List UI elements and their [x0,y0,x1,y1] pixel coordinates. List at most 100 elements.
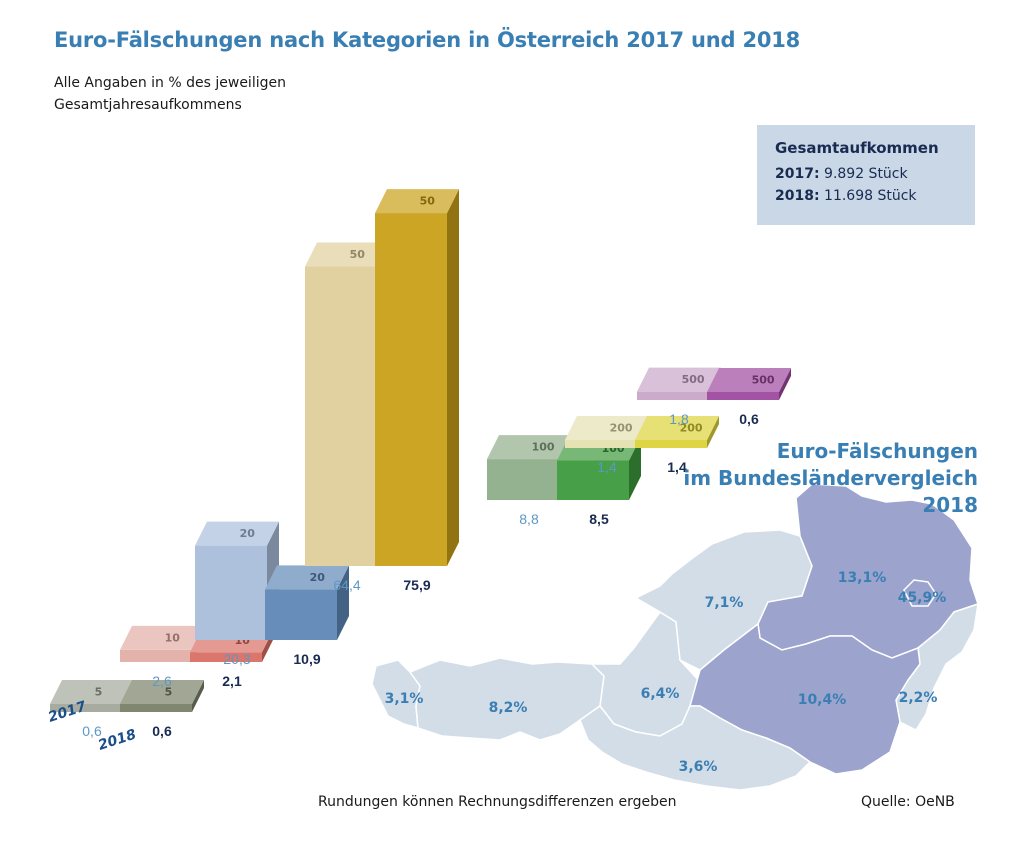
data-label-200-2018: 1,4 [667,459,687,475]
bar-200-2018-denomination: 200 [680,422,703,435]
data-label-500-2018: 0,6 [739,411,759,427]
bar-50-2017-denomination: 50 [350,248,366,261]
bar-5-2017-top [50,680,134,704]
bar-10-2017-denomination: 10 [165,632,181,645]
totals-2018-label: 2018: [775,188,820,204]
bar-500-2017-denomination: 500 [682,373,705,386]
bar-500-2018-side [779,368,791,400]
bar-20-2018-front [265,589,337,640]
data-label-500-2017: 1,8 [669,411,689,427]
map-region-wien [903,579,937,607]
map-title-line-2: im Bundesländervergleich [683,466,978,490]
data-label-100-2017: 8,8 [519,511,539,527]
bar-5-2018: 5 [120,680,204,712]
chart-subtitle: Alle Angaben in % des jeweiligen Gesamtj… [54,75,286,113]
bar-20-2018-side [337,565,349,640]
bar-100-2017: 100 [487,435,571,500]
footnote: Rundungen können Rechnungsdifferenzen er… [318,794,677,810]
map-title: Euro-Fälschungen im Bundesländervergleic… [683,438,978,519]
map-value-oberösterreich: 7,1% [705,595,744,611]
bar-20-2018-denomination: 20 [310,571,326,584]
data-label-100-2018: 8,5 [589,511,609,527]
bar-5-2017-denomination: 5 [95,686,103,699]
bar-10-2017-front [120,649,192,662]
bar-10-2018-front [190,652,262,662]
bar-5-2018-side [192,680,204,712]
bar-500-2018: 500 [707,368,791,400]
bar-200-2017-front [565,440,637,448]
bar-200-2018: 200 [635,416,719,448]
bar-200-2018-side [707,416,719,448]
bar-100-2017-top [487,435,571,460]
totals-2017-value: 9.892 Stück [824,166,908,182]
data-label-10-2018: 2,1 [222,673,242,689]
totals-heading: Gesamtaufkommen [775,139,939,157]
map-value-tirol: 8,2% [489,700,528,716]
bar-100-2018-side [629,436,641,500]
map-value-wien: 45,9% [898,590,947,606]
bar-50-2018-top [375,189,459,214]
bar-100-2017-front [487,459,559,500]
map-title-line-1: Euro-Fälschungen [776,439,978,463]
totals-2018: 2018: 11.698 Stück [775,185,975,207]
bar-500-2018-top [707,368,791,392]
data-label-5-2017: 0,6 [82,723,102,739]
bar-200-2018-top [635,416,719,440]
bar-5-2018-top [120,680,204,704]
year-label-2018: 2018 [96,726,138,753]
bar-20-2017-top [195,521,279,546]
bar-50-2017-top [305,242,389,267]
totals-2018-value: 11.698 Stück [824,188,917,204]
bar-50-2018-front [375,213,447,566]
bar-100-2018-front [557,460,629,500]
bar-200-2018-front [635,440,707,448]
bar-10-2017: 10 [120,625,204,662]
bar-20-2017-denomination: 20 [240,527,256,540]
map-region-tirol [408,657,605,741]
bar-500-2017-top [637,367,721,392]
bar-50-2018: 50 [375,189,459,566]
map-value-steiermark: 10,4% [798,692,847,708]
data-label-5-2018: 0,6 [152,723,172,739]
bar-5-2018-denomination: 5 [165,686,173,699]
bar-500-2018-denomination: 500 [752,374,775,387]
bar-50-2017-front [305,266,377,566]
bar-500-2017-front [637,391,709,400]
austria-map [371,483,979,791]
bar-10-2017-top [120,625,204,650]
totals-2017: 2017: 9.892 Stück [775,163,975,185]
bar-5-2018-front [120,704,192,712]
map-labels: 3,1% 8,2% 6,4% 7,1% 13,1% 45,9% 10,4% 2,2% 3,6% [385,570,947,775]
bar-200-2017-top [565,416,649,440]
map-title-line-3: 2018 [922,493,978,517]
totals-box: Gesamtaufkommen 2017: 9.892 Stück 2018: … [757,125,975,225]
data-label-50-2017: 64,4 [333,577,360,593]
map-value-burgenland: 2,2% [899,690,938,706]
bar-20-2018-top [265,565,349,590]
bar-5-2017-front [50,704,122,712]
map-value-salzburg: 6,4% [641,686,680,702]
data-label-200-2017: 1,4 [597,459,617,475]
bar-100-2017-denomination: 100 [532,441,555,454]
data-label-50-2018: 75,9 [403,577,430,593]
map-value-vorarlberg: 3,1% [385,691,424,707]
bar-marks: 50,650,6102,6102,12020,32010,95064,45075… [50,189,791,739]
bar-50-2018-denomination: 50 [420,195,436,208]
source-note: Quelle: OeNB [861,794,955,810]
chart-title: Euro-Fälschungen nach Kategorien in Öste… [54,28,801,52]
bar-50-2018-side [447,189,459,566]
data-label-20-2017: 20,3 [223,651,250,667]
bar-20-2017-front [195,545,267,640]
data-label-10-2017: 2,6 [152,673,172,689]
bar-20-2017: 20 [195,521,279,640]
map-value-kärnten: 3,6% [679,759,718,775]
data-label-20-2018: 10,9 [293,651,320,667]
bar-500-2018-front [707,392,779,400]
bar-200-2017-denomination: 200 [610,422,633,435]
map-region-kaernten [579,704,812,791]
totals-2017-label: 2017: [775,166,820,182]
bar-20-2018: 20 [265,565,349,640]
map-value-niederösterreich: 13,1% [838,570,887,586]
